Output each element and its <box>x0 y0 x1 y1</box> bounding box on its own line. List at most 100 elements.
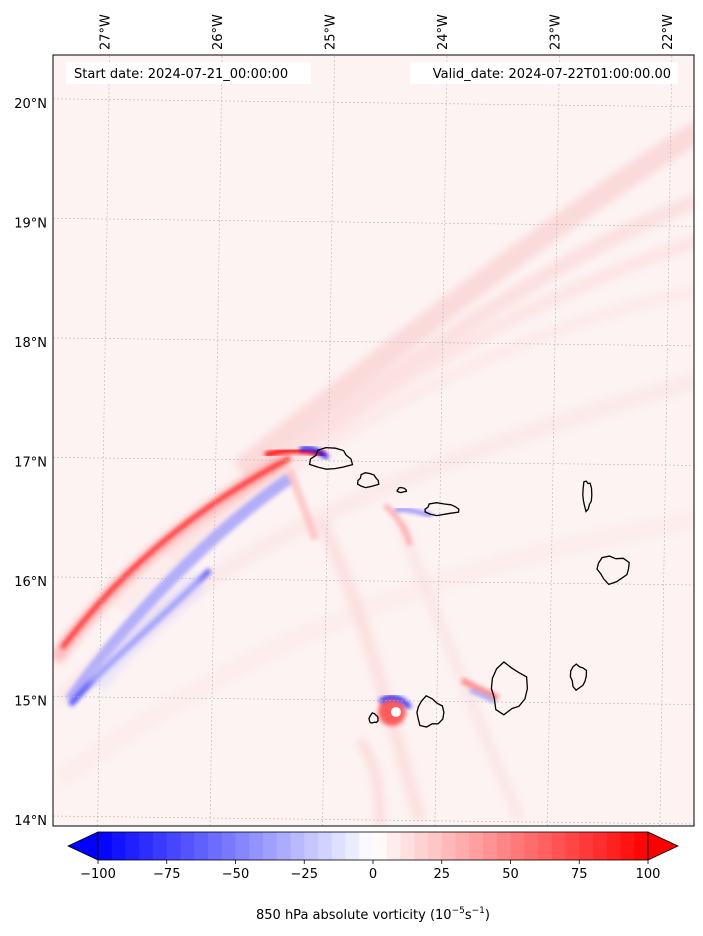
longitude-tick-label: 26°W <box>211 14 226 50</box>
colorbar-cell <box>153 832 168 860</box>
map-frame <box>52 54 695 827</box>
longitude-tick-label: 27°W <box>99 14 114 50</box>
vorticity-background-field <box>53 55 694 826</box>
parallel-gridline <box>53 815 694 825</box>
parallel-gridline <box>53 696 694 705</box>
colorbar-cell <box>139 832 154 860</box>
meridian-gridline <box>209 55 223 826</box>
island-outline <box>490 661 529 716</box>
meridian-gridline <box>659 55 673 826</box>
meridian-gridline <box>434 55 448 826</box>
colorbar-extend-max <box>647 831 679 861</box>
latitude-tick-label: 14°N <box>14 814 47 829</box>
longitude-tick-label: 23°W <box>548 14 563 50</box>
island-outline <box>424 502 460 517</box>
parallel-gridline <box>53 218 694 227</box>
parallel-gridline <box>53 576 694 586</box>
map-gridlines <box>53 55 694 826</box>
island-outline <box>596 555 630 586</box>
latitude-tick-label: 16°N <box>14 575 47 590</box>
colorbar-tick-label: −50 <box>222 867 249 882</box>
colorbar-cell <box>290 832 305 860</box>
colorbar-cell <box>620 832 635 860</box>
latitude-tick-label: 18°N <box>14 336 47 351</box>
island-outline <box>416 694 445 728</box>
island-coastlines <box>308 446 630 728</box>
colorbar-cell <box>180 832 195 860</box>
colorbar-cell <box>551 832 566 860</box>
colorbar-tick-label: −25 <box>291 867 318 882</box>
island-outline <box>582 480 593 513</box>
colorbar-cell <box>565 832 580 860</box>
longitude-tick-labels: 27°W 26°W 25°W 24°W 23°W 22°W <box>99 14 676 50</box>
colorbar-tick-label: 25 <box>433 867 450 882</box>
colorbar-cell <box>318 832 333 860</box>
parallel-gridline <box>53 337 694 347</box>
island-outline <box>569 663 588 692</box>
colorbar-cell <box>111 832 126 860</box>
colorbar-cell <box>496 832 511 860</box>
colorbar-cell <box>469 832 484 860</box>
longitude-tick-label: 22°W <box>661 14 676 50</box>
parallel-gridline <box>53 457 694 466</box>
map-plot-area <box>53 55 694 826</box>
longitude-tick-label: 25°W <box>324 14 339 50</box>
island-outline <box>356 472 380 489</box>
colorbar-cell <box>441 832 456 860</box>
colorbar-label: 850 hPa absolute vorticity (10−5s−1) <box>256 906 490 923</box>
vorticity-wave-bands <box>53 120 694 826</box>
start-date-box <box>66 62 311 84</box>
latitude-tick-labels: 20°N 19°N 18°N 17°N 16°N 15°N 14°N <box>14 97 47 829</box>
colorbar-cell <box>249 832 264 860</box>
colorbar-cell <box>359 832 374 860</box>
start-date-label: Start date: 2024-07-21_00:00:00 <box>74 67 288 82</box>
colorbar-tick-label: −100 <box>80 867 116 882</box>
colorbar-cell <box>400 832 415 860</box>
colorbar-cell <box>483 832 498 860</box>
colorbar-cell <box>538 832 553 860</box>
colorbar-cell <box>235 832 250 860</box>
colorbar-tick-label: 50 <box>502 867 519 882</box>
colorbar-tick-label: 100 <box>636 867 661 882</box>
colorbar-cell <box>276 832 291 860</box>
colorbar-cell <box>606 832 621 860</box>
latitude-tick-label: 15°N <box>14 694 47 709</box>
colorbar-extend-min <box>67 831 99 861</box>
colorbar-tick-label: 75 <box>571 867 588 882</box>
island-outline <box>396 486 408 494</box>
island-outline <box>308 446 354 470</box>
colorbar-cell <box>428 832 443 860</box>
colorbar-cell <box>194 832 209 860</box>
colorbar-cell <box>221 832 236 860</box>
meridian-gridline <box>547 55 560 826</box>
valid-date-box <box>410 62 678 84</box>
colorbar-cell <box>579 832 594 860</box>
island-outline <box>368 712 379 724</box>
colorbar-cell <box>455 832 470 860</box>
colorbar-ticks: −100 −75 −50 −25 0 25 50 75 100 <box>80 860 660 882</box>
vorticity-streak <box>53 445 500 726</box>
colorbar-cell <box>263 832 278 860</box>
latitude-tick-label: 17°N <box>14 455 47 470</box>
colorbar-cell <box>373 832 388 860</box>
parallel-gridline <box>53 98 694 108</box>
colorbar-cells <box>98 832 649 860</box>
latitude-tick-label: 19°N <box>14 216 47 231</box>
colorbar: −100 −75 −50 −25 0 25 50 75 100 850 hPa absolute… <box>67 831 679 923</box>
meridian-gridline <box>97 55 110 826</box>
longitude-tick-label: 24°W <box>436 14 451 50</box>
colorbar-cell <box>593 832 608 860</box>
colorbar-cell <box>345 832 360 860</box>
colorbar-cell <box>634 832 649 860</box>
colorbar-cell <box>524 832 539 860</box>
valid-date-label: Valid_date: 2024-07-22T01:00:00.00 <box>433 67 671 82</box>
colorbar-cell <box>304 832 319 860</box>
meridian-gridline <box>322 55 335 826</box>
colorbar-cell <box>208 832 223 860</box>
latitude-tick-label: 20°N <box>14 97 47 112</box>
colorbar-cell <box>510 832 525 860</box>
colorbar-tick-label: 0 <box>369 867 377 882</box>
colorbar-cell <box>331 832 346 860</box>
colorbar-cell <box>166 832 181 860</box>
